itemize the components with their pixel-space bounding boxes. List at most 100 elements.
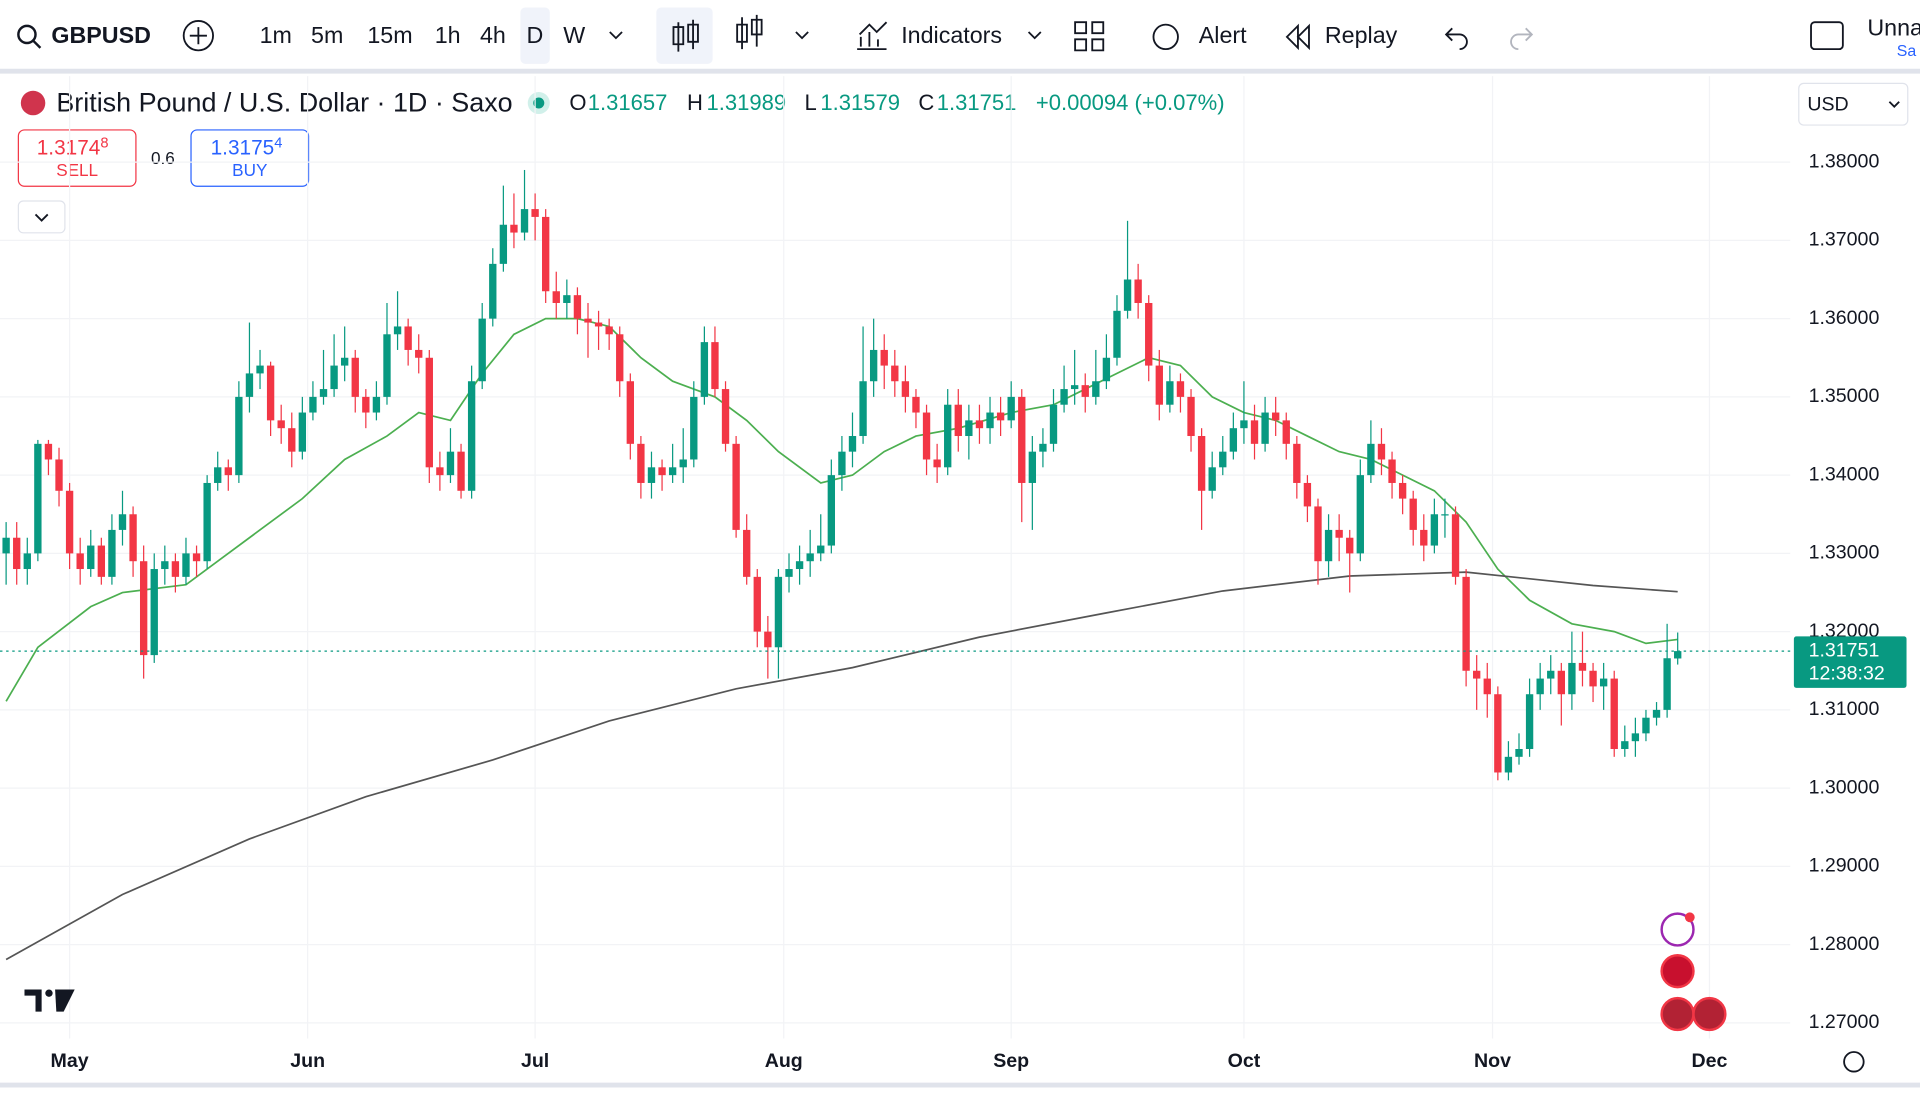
candle-body (340, 357, 349, 366)
collapse-button[interactable] (17, 200, 66, 234)
candle-body (97, 545, 106, 577)
search-icon[interactable] (17, 24, 37, 45)
y-tick-label: 1.27000 (1809, 1011, 1880, 1033)
spread: 0.6 (151, 148, 175, 168)
event-icon[interactable] (1660, 954, 1695, 989)
candle-body (150, 569, 158, 656)
candle-body (1377, 443, 1386, 460)
candle-body (266, 365, 275, 421)
candle-body (499, 224, 508, 264)
chart-type-button[interactable] (656, 7, 713, 64)
symbol[interactable]: GBPUSD (51, 22, 150, 48)
interval[interactable]: 1m (260, 22, 292, 48)
candle-body (383, 334, 391, 397)
interval[interactable]: D (527, 22, 544, 48)
candle-body (806, 553, 814, 562)
candle-body (1441, 514, 1449, 516)
interval[interactable]: 1h (435, 22, 461, 48)
candle-body (1367, 443, 1375, 476)
redo[interactable] (1510, 27, 1534, 51)
candle-body (1483, 678, 1491, 695)
event-icon[interactable] (1692, 996, 1727, 1032)
candle-body (1398, 482, 1407, 499)
x-tick-label: Dec (1691, 1050, 1727, 1072)
currency-select[interactable] (1798, 82, 1909, 126)
dropdown[interactable] (1027, 31, 1042, 40)
y-tick-label: 1.30000 (1809, 776, 1880, 798)
currency: USD (1807, 94, 1848, 116)
candle-body (404, 326, 412, 350)
settings-icon[interactable] (1843, 1051, 1865, 1073)
candle-body (1081, 385, 1089, 397)
bar-icon[interactable] (736, 14, 763, 50)
sell-button[interactable] (17, 129, 137, 187)
candle-body (129, 514, 137, 562)
legend: British Pound / U.S. Dollar · 1D · Saxo … (17, 82, 1909, 234)
candle-body (1113, 310, 1121, 358)
candle-body (118, 514, 127, 530)
alert[interactable]: Alert (1199, 22, 1247, 48)
candle-body (393, 326, 402, 335)
candle-body (975, 420, 984, 429)
logo-part (55, 989, 75, 1012)
candle-body (764, 631, 772, 648)
chevron (34, 213, 49, 222)
event-icon[interactable] (1660, 996, 1695, 1032)
candle-body (944, 404, 952, 468)
indicators[interactable]: Indicators (901, 22, 1002, 48)
candle-body (1346, 537, 1354, 554)
interval[interactable]: 5m (311, 22, 343, 48)
ohlc-value: 1.31989 (707, 90, 787, 115)
candle-body (13, 537, 21, 570)
candle-body (954, 404, 962, 437)
candle-body (1187, 396, 1195, 437)
layout-name[interactable]: Unna (1867, 15, 1920, 41)
interval[interactable]: W (563, 22, 585, 48)
candle-body (203, 482, 211, 562)
candle-body (965, 420, 973, 437)
candle-body (552, 291, 560, 303)
candle-body (1356, 475, 1364, 554)
save-link[interactable]: Sa (1897, 43, 1917, 60)
ohlc-key: O (569, 90, 586, 115)
candle-body (1145, 302, 1153, 366)
y-tick-label: 1.31000 (1809, 698, 1880, 720)
last-price-label: 1.31751 (1809, 639, 1880, 661)
candle-body (753, 576, 761, 632)
candle-body (1314, 506, 1322, 562)
candle-body (309, 396, 317, 413)
x-tick-label: Jul (521, 1050, 549, 1072)
candle-body (668, 467, 677, 476)
layout-icon[interactable] (1074, 21, 1105, 52)
ohlc-key: C (918, 90, 934, 115)
undo[interactable] (1444, 27, 1468, 51)
y-tick-label: 1.35000 (1809, 385, 1880, 407)
sell-price-main: 1.3174 (37, 136, 101, 159)
buy-button[interactable] (190, 129, 310, 187)
compare-button[interactable] (182, 20, 214, 52)
countdown: 12:38:32 (1809, 663, 1885, 685)
candle-body (563, 295, 571, 303)
candle-body (192, 553, 201, 562)
interval[interactable]: 15m (367, 22, 412, 48)
interval-active-bg (520, 7, 550, 64)
dropdown[interactable] (795, 31, 809, 40)
candle-body (1430, 514, 1439, 546)
candle-body (1494, 694, 1502, 773)
toolbar: GBPUSD 1m 5m 15m 1h 4h D W Indicators Al… (0, 0, 1920, 74)
fullscreen[interactable] (1810, 21, 1844, 51)
dropdown[interactable] (609, 31, 623, 40)
candle-body (1070, 385, 1079, 390)
replay[interactable]: Replay (1325, 22, 1398, 48)
candle-body (1409, 498, 1417, 530)
event-icon[interactable] (1660, 912, 1695, 947)
ohlc-key: L (804, 90, 816, 115)
interval[interactable]: 4h (480, 22, 506, 48)
candle-body (1134, 279, 1142, 303)
y-tick-label: 1.28000 (1809, 933, 1880, 955)
logo-part (24, 989, 42, 1012)
candle-body (1631, 733, 1640, 742)
candle-body (1092, 381, 1100, 397)
candle-body (1219, 451, 1227, 468)
